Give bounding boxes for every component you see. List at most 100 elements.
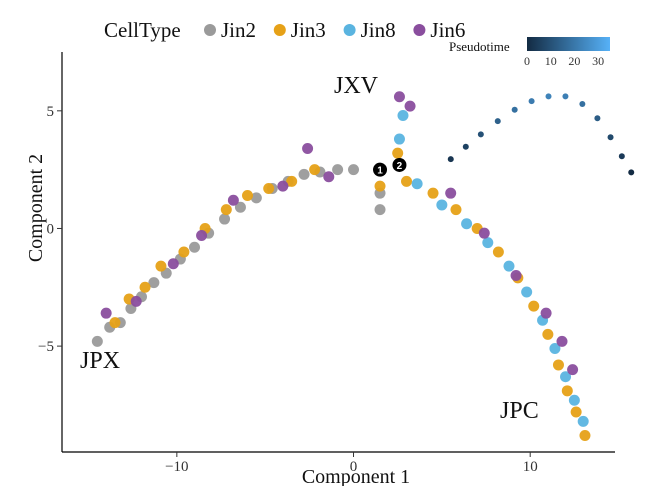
inset-points: [447, 93, 635, 176]
data-point-jin6: [167, 258, 179, 270]
x-tick-label: 10: [523, 459, 538, 475]
branch-node: [373, 162, 388, 177]
data-point-jin6: [510, 270, 522, 282]
data-point-jin2: [374, 204, 386, 216]
data-point-jin6: [404, 100, 416, 112]
data-point-jin6: [130, 295, 142, 307]
data-point-jin6: [567, 364, 579, 376]
data-point-jin8: [568, 394, 580, 406]
data-point-jin8: [503, 260, 515, 272]
legend-entry: Jin6: [430, 18, 465, 42]
data-point-jin6: [393, 91, 405, 103]
data-point-jin8: [521, 286, 533, 298]
data-point-jin6: [556, 335, 568, 347]
annotation-jxv: JXV: [334, 73, 379, 99]
data-point-jin3: [401, 175, 413, 187]
legend: CellType Jin2 Jin3 Jin8 Jin6: [104, 18, 465, 42]
data-point-jin3: [528, 300, 540, 312]
data-point-jin6: [196, 230, 208, 242]
legend-marker: [413, 24, 426, 36]
colorbar-title: Pseudotime: [449, 39, 510, 54]
data-point-jin3: [263, 182, 275, 194]
inset-point: [579, 101, 586, 107]
data-point-jin3: [561, 385, 573, 397]
data-point-jin6: [478, 227, 490, 239]
legend-entry: Jin3: [291, 18, 326, 42]
colorbar: [527, 37, 610, 51]
data-point-jin8: [549, 342, 561, 354]
data-point-jin3: [374, 180, 386, 192]
x-ticks: −10 0 10: [165, 452, 538, 475]
data-point-jin3: [450, 204, 462, 216]
data-point-jin2: [298, 168, 310, 180]
data-point-jin8: [461, 218, 473, 230]
inset-point: [594, 115, 601, 122]
inset-point: [494, 118, 501, 125]
inset-point: [528, 98, 535, 105]
data-point-jin3: [542, 328, 554, 340]
colorbar-tick-label: 30: [592, 54, 604, 68]
data-point-jin3: [579, 430, 591, 442]
data-point-jin3: [570, 406, 582, 418]
inset-point: [477, 131, 484, 138]
data-point-jin6: [445, 187, 457, 199]
inset-point: [618, 153, 625, 160]
inset-point: [545, 93, 552, 100]
data-point-jin3: [109, 317, 121, 329]
data-point-jin3: [220, 204, 232, 216]
data-point-jin6: [323, 171, 335, 183]
annotation-jpx: JPX: [80, 348, 120, 374]
data-point-jin6: [302, 142, 314, 154]
inset-point: [607, 134, 614, 141]
colorbar-tick-label: 20: [568, 54, 580, 68]
data-point-jin8: [411, 178, 423, 190]
legend-entry: Jin8: [361, 18, 396, 42]
branch-node-label: 1: [377, 166, 383, 177]
data-point-jin3: [552, 359, 564, 371]
data-point-jin3: [392, 147, 404, 159]
data-point-jin3: [139, 281, 151, 293]
data-point-jin3: [155, 260, 167, 272]
legend-marker: [273, 24, 286, 36]
scatter-points: [91, 91, 591, 442]
branch-node: [392, 157, 407, 172]
data-point-jin6: [277, 180, 289, 192]
data-point-jin3: [286, 175, 298, 187]
data-point-jin2: [91, 335, 103, 347]
data-point-jin3: [178, 246, 190, 258]
branch-node-label: 2: [397, 161, 403, 172]
inset-point: [628, 169, 635, 176]
data-point-jin3: [309, 164, 321, 176]
pseudotime-inset: Pseudotime 0 10 20 30: [447, 37, 635, 176]
legend-marker: [204, 24, 216, 36]
data-point-jin3: [427, 187, 439, 199]
data-point-jin3: [492, 246, 504, 258]
data-point-jin2: [332, 164, 344, 176]
data-point-jin8: [560, 371, 572, 383]
data-point-jin8: [393, 133, 405, 145]
data-point-jin6: [540, 307, 552, 319]
y-tick-label: 5: [47, 104, 55, 120]
data-point-jin8: [397, 110, 409, 122]
data-point-jin8: [577, 415, 589, 427]
data-point-jin2: [189, 241, 201, 253]
data-point-jin3: [242, 190, 254, 202]
data-point-jin6: [100, 307, 112, 319]
legend-title: CellType: [104, 18, 181, 42]
inset-point: [562, 93, 569, 100]
data-point-jin8: [482, 237, 494, 249]
colorbar-ticks: 0 10 20 30: [524, 54, 604, 68]
data-point-jin2: [234, 201, 246, 213]
inset-point: [511, 106, 518, 113]
data-point-jin2: [250, 192, 262, 204]
data-point-jin8: [436, 199, 448, 211]
inset-point: [447, 156, 454, 163]
colorbar-tick-label: 0: [524, 54, 530, 68]
legend-marker: [343, 24, 356, 36]
data-point-jin6: [227, 194, 239, 206]
legend-entry: Jin2: [221, 18, 256, 42]
y-tick-label: 0: [47, 221, 55, 237]
y-ticks: 5 0 −5: [38, 104, 62, 355]
